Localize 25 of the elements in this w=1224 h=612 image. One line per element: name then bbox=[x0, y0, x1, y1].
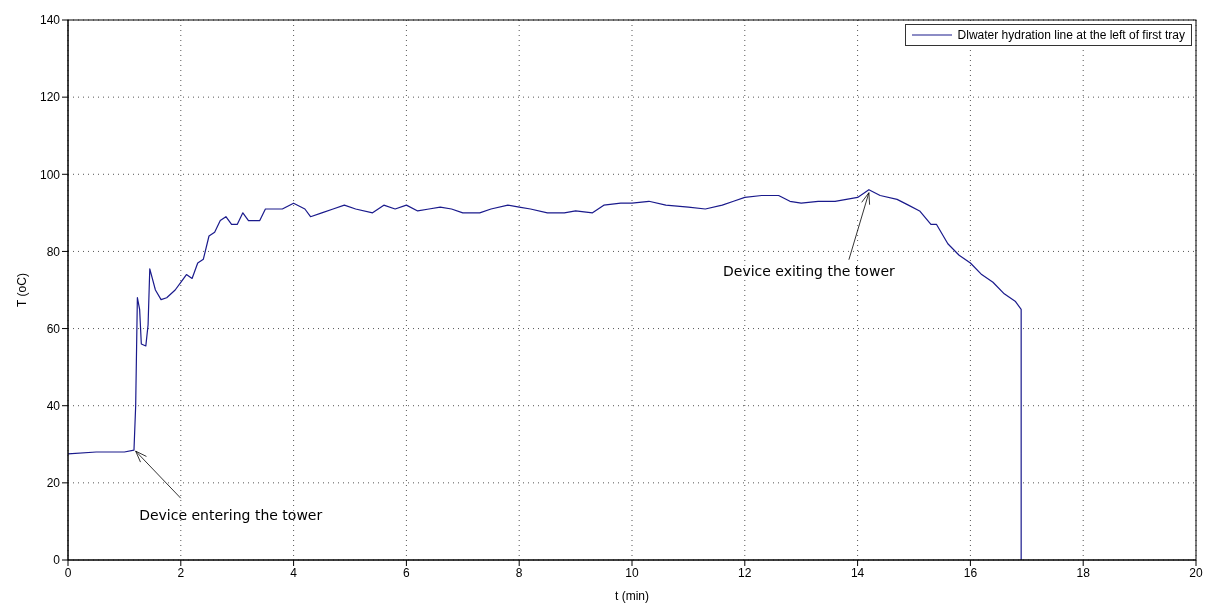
annotation: Device exiting the tower bbox=[723, 262, 895, 279]
x-tick-label: 16 bbox=[963, 565, 978, 580]
y-axis-title: T (oC) bbox=[15, 273, 30, 307]
x-tick-label: 0 bbox=[64, 565, 72, 580]
y-tick-label: 40 bbox=[46, 398, 61, 413]
x-tick-label: 14 bbox=[850, 565, 865, 580]
x-tick-label: 10 bbox=[625, 565, 639, 580]
x-tick-label: 12 bbox=[738, 565, 752, 580]
x-axis-title: t (min) bbox=[615, 589, 649, 603]
y-tick-label: 140 bbox=[39, 13, 61, 28]
x-tick-label: 18 bbox=[1076, 565, 1091, 580]
y-tick-label: 0 bbox=[53, 553, 61, 568]
y-tick-label: 80 bbox=[46, 244, 61, 259]
line-series bbox=[68, 189, 1022, 560]
y-tick-label: 60 bbox=[46, 321, 61, 336]
y-tick-label: 120 bbox=[39, 90, 61, 105]
y-tick-label: 100 bbox=[39, 167, 61, 182]
legend-label: Dlwater hydration line at the left of first tray bbox=[957, 28, 1185, 42]
x-tick-label: 8 bbox=[515, 565, 523, 580]
x-tick-label: 2 bbox=[177, 565, 185, 580]
annotation: Device entering the tower bbox=[139, 507, 323, 524]
x-tick-label: 6 bbox=[403, 565, 411, 580]
y-tick-label: 20 bbox=[46, 476, 61, 491]
x-tick-label: 20 bbox=[1189, 565, 1203, 580]
x-tick-label: 4 bbox=[290, 565, 298, 580]
